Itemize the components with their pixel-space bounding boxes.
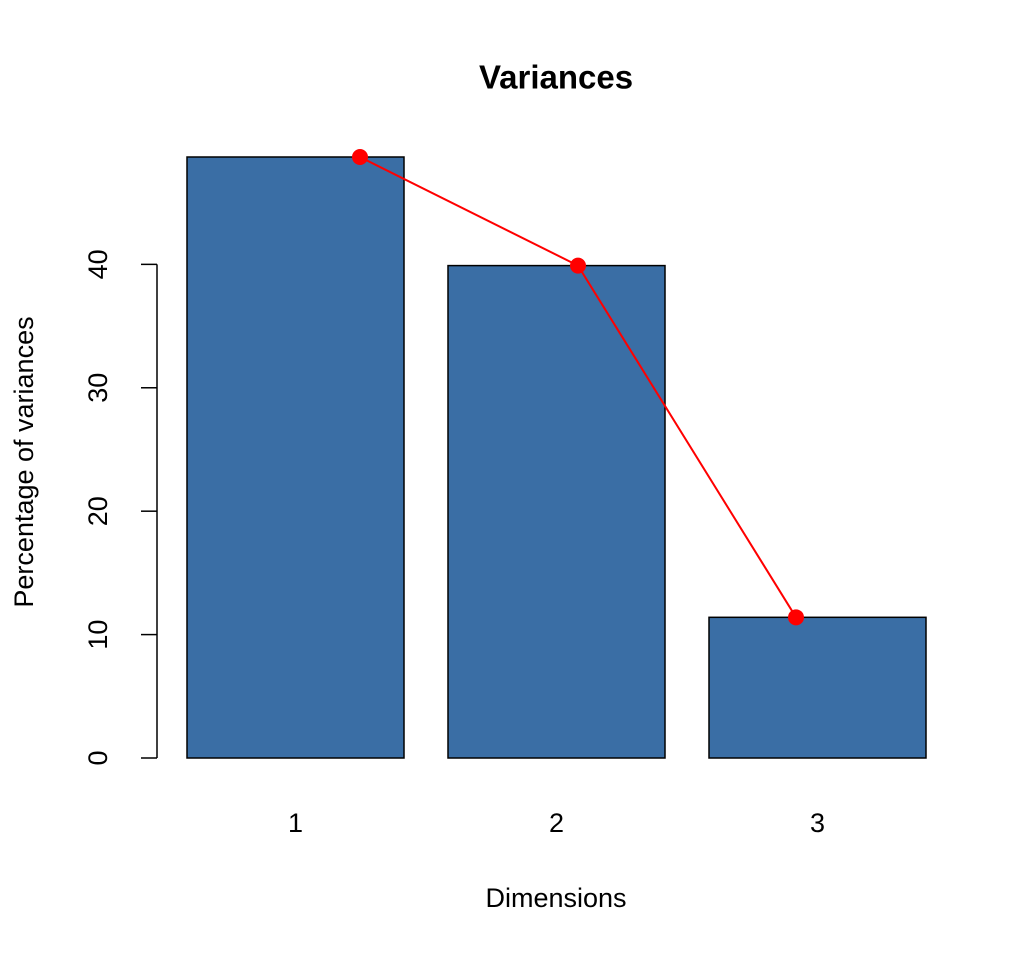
chart-title: Variances (479, 59, 633, 96)
x-tick-label: 3 (810, 808, 825, 838)
x-axis-label: Dimensions (485, 883, 626, 913)
trend-point (570, 257, 586, 274)
trend-point (788, 609, 804, 626)
y-axis-label: Percentage of variances (9, 316, 39, 607)
y-tick-label: 40 (83, 249, 113, 279)
y-tick-label: 10 (83, 620, 113, 650)
x-tick-label: 2 (549, 808, 564, 838)
y-tick-label: 0 (83, 750, 113, 765)
bar (186, 156, 405, 759)
y-tick-label: 30 (83, 373, 113, 403)
x-tick-label: 1 (288, 808, 303, 838)
bar (708, 616, 927, 759)
trend-point (352, 149, 368, 165)
y-tick-label: 20 (83, 496, 113, 526)
bar (447, 264, 666, 759)
